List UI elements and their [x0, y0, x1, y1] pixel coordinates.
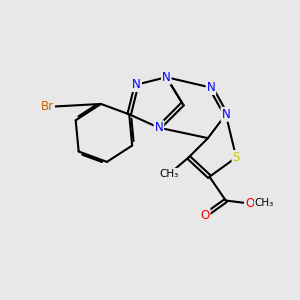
Text: CH₃: CH₃	[160, 169, 179, 179]
Text: N: N	[154, 121, 163, 134]
Text: N: N	[132, 78, 141, 91]
Text: S: S	[232, 151, 240, 164]
Text: Br: Br	[41, 100, 54, 113]
Text: O: O	[200, 209, 210, 222]
Text: N: N	[207, 81, 215, 94]
Text: N: N	[221, 108, 230, 121]
Text: CH₃: CH₃	[255, 199, 274, 208]
Text: N: N	[162, 71, 171, 84]
Text: O: O	[245, 197, 254, 210]
